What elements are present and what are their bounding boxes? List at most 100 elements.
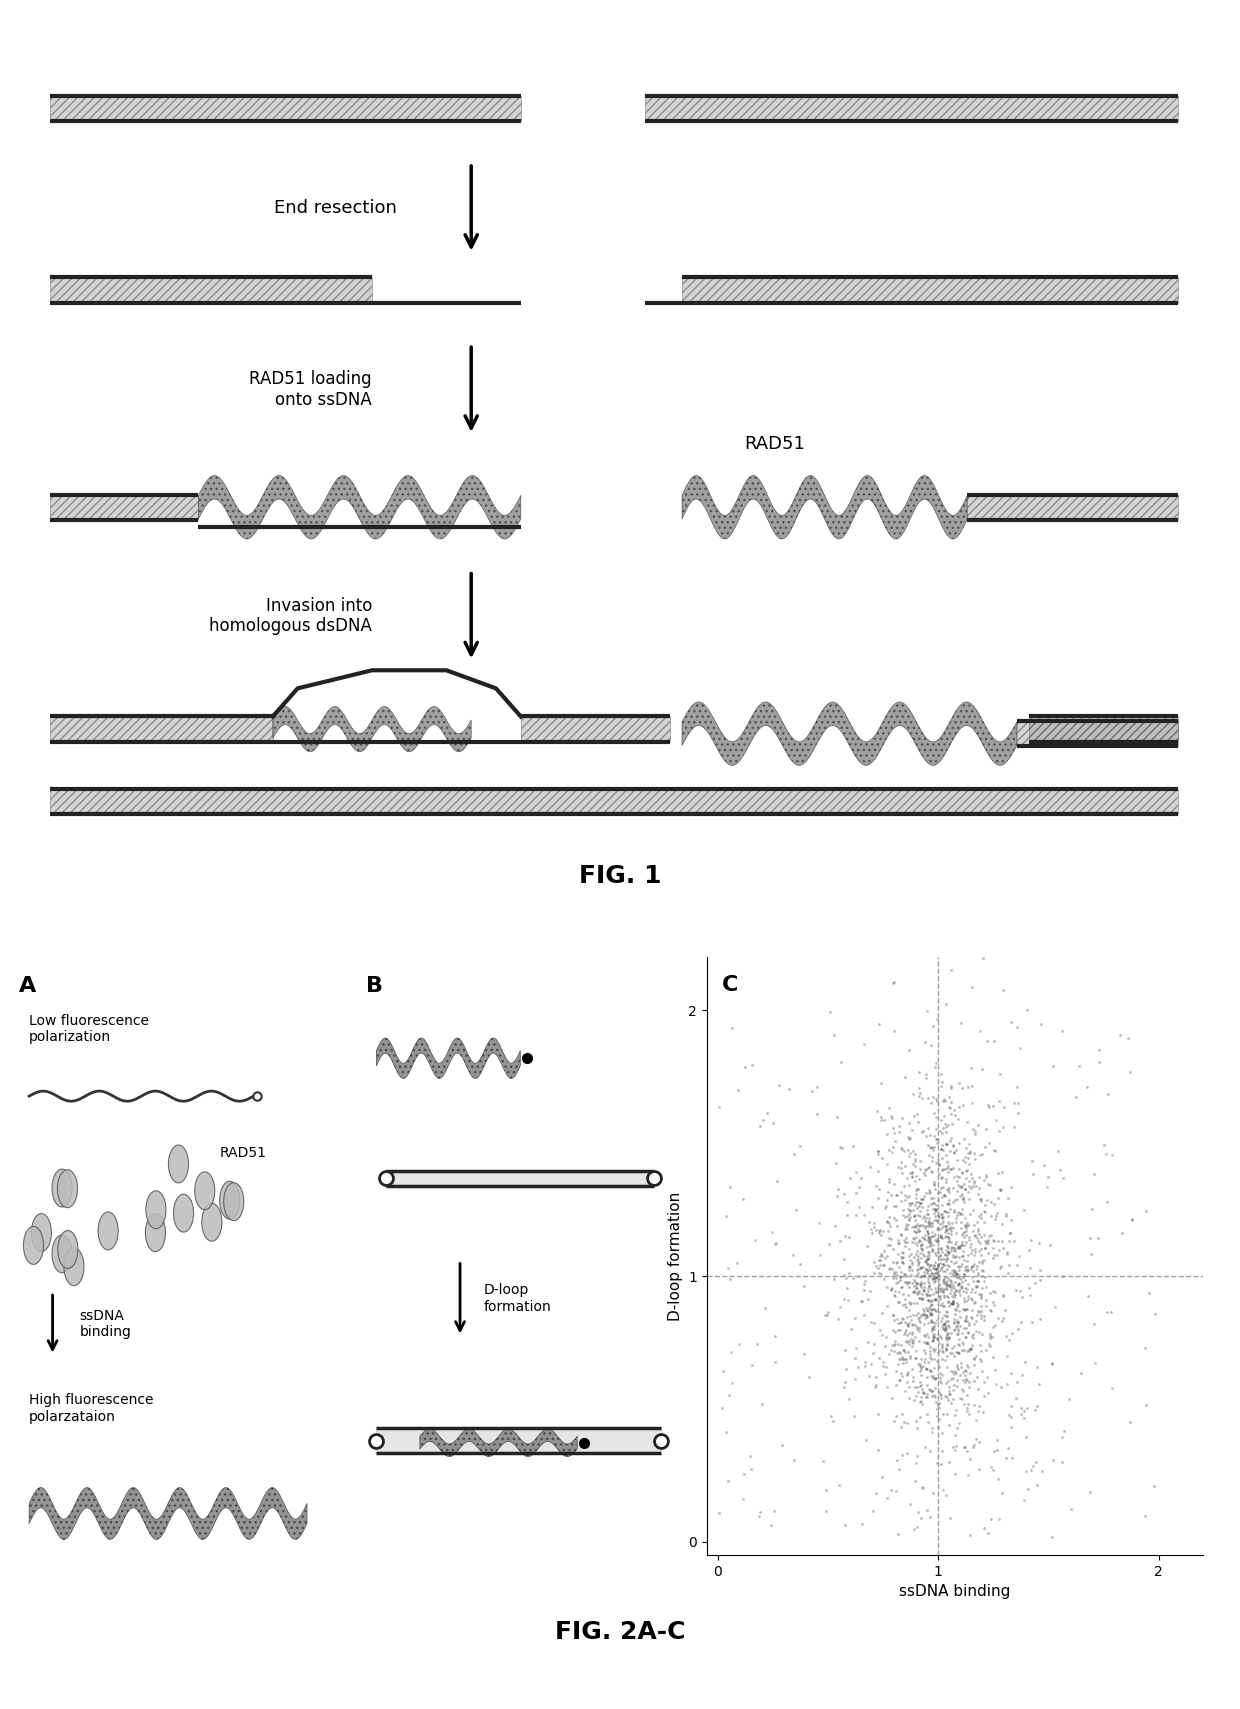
Point bbox=[952, 1174, 972, 1201]
Point bbox=[903, 1229, 923, 1256]
Point bbox=[913, 1377, 932, 1405]
Point bbox=[944, 1249, 963, 1277]
Point bbox=[936, 990, 956, 1017]
Point bbox=[947, 1309, 967, 1336]
Point bbox=[955, 1261, 975, 1289]
Point bbox=[1008, 1099, 1028, 1126]
Point bbox=[919, 1131, 939, 1159]
Point bbox=[955, 1324, 975, 1352]
Point bbox=[919, 1282, 939, 1309]
Point bbox=[954, 1092, 973, 1119]
Point bbox=[954, 1359, 973, 1386]
Point bbox=[923, 1328, 942, 1355]
Point bbox=[903, 1311, 923, 1338]
Point bbox=[987, 1242, 1007, 1270]
Point bbox=[908, 1101, 928, 1128]
Point bbox=[936, 1142, 956, 1169]
Point bbox=[962, 1166, 982, 1193]
Point bbox=[1022, 1225, 1042, 1253]
Point bbox=[911, 1253, 931, 1280]
Point bbox=[872, 1242, 892, 1270]
Point bbox=[888, 1227, 908, 1254]
Point bbox=[945, 1301, 965, 1328]
Point bbox=[892, 1304, 911, 1331]
Point bbox=[954, 1183, 973, 1210]
Point bbox=[918, 1304, 937, 1331]
Point bbox=[879, 1213, 899, 1241]
Point bbox=[963, 1258, 983, 1285]
Point bbox=[945, 1258, 965, 1285]
Point bbox=[968, 1376, 988, 1403]
Point bbox=[970, 1174, 990, 1201]
Point bbox=[990, 1254, 1009, 1282]
Point bbox=[962, 1263, 982, 1290]
Point bbox=[945, 1186, 965, 1213]
Point bbox=[965, 1121, 985, 1148]
Point bbox=[965, 1345, 985, 1372]
Point bbox=[936, 1224, 956, 1251]
Point bbox=[939, 1289, 959, 1316]
Point bbox=[921, 1031, 941, 1058]
Point bbox=[985, 1189, 1004, 1217]
Point bbox=[929, 1179, 949, 1207]
Point bbox=[966, 1256, 986, 1283]
Point bbox=[915, 1029, 935, 1056]
Point bbox=[906, 1345, 926, 1372]
X-axis label: ssDNA binding: ssDNA binding bbox=[899, 1584, 1011, 1600]
Point bbox=[975, 1208, 994, 1236]
Point bbox=[955, 1295, 975, 1323]
Point bbox=[960, 1150, 980, 1178]
Point bbox=[946, 1248, 966, 1275]
Point bbox=[909, 1314, 929, 1342]
Point bbox=[993, 1282, 1013, 1309]
Point bbox=[928, 1145, 947, 1172]
Point bbox=[906, 1512, 926, 1540]
Point bbox=[936, 1213, 956, 1241]
Point bbox=[1032, 1458, 1052, 1485]
Point bbox=[937, 1326, 957, 1354]
Point bbox=[923, 1265, 942, 1292]
Point bbox=[916, 1295, 936, 1323]
Point bbox=[862, 1350, 882, 1377]
Point bbox=[753, 1106, 773, 1133]
Point bbox=[997, 1239, 1017, 1266]
Point bbox=[833, 1246, 853, 1273]
Point bbox=[965, 1222, 985, 1249]
Point bbox=[892, 1400, 911, 1427]
Point bbox=[936, 1307, 956, 1335]
Point bbox=[910, 1254, 930, 1282]
Point bbox=[915, 1208, 935, 1236]
Point bbox=[837, 1188, 857, 1215]
Point bbox=[864, 1374, 884, 1401]
Text: End resection: End resection bbox=[274, 200, 397, 217]
Point bbox=[913, 1473, 932, 1501]
Point bbox=[959, 1241, 978, 1268]
Point bbox=[898, 1195, 918, 1222]
Point bbox=[1084, 1160, 1104, 1188]
Point bbox=[970, 1164, 990, 1191]
Point bbox=[913, 1379, 932, 1407]
Point bbox=[981, 1453, 1001, 1480]
Point bbox=[894, 1172, 914, 1200]
Point bbox=[868, 1140, 888, 1167]
Point bbox=[946, 1297, 966, 1324]
Point bbox=[929, 1321, 949, 1348]
Point bbox=[1136, 1198, 1156, 1225]
Point bbox=[929, 1227, 949, 1254]
Point bbox=[931, 1254, 951, 1282]
Point bbox=[951, 1265, 971, 1292]
Point bbox=[988, 1227, 1008, 1254]
Point bbox=[890, 1316, 910, 1343]
Point bbox=[928, 1348, 947, 1376]
Point bbox=[942, 1434, 962, 1461]
Point bbox=[939, 1229, 959, 1256]
Point bbox=[1001, 1393, 1021, 1420]
Point bbox=[897, 1270, 916, 1297]
Point bbox=[885, 1193, 905, 1220]
Point bbox=[937, 1232, 957, 1260]
Point bbox=[884, 1017, 904, 1044]
Point bbox=[885, 1371, 905, 1398]
Point bbox=[967, 1364, 987, 1391]
Point bbox=[910, 1403, 930, 1430]
Point bbox=[918, 1321, 937, 1348]
